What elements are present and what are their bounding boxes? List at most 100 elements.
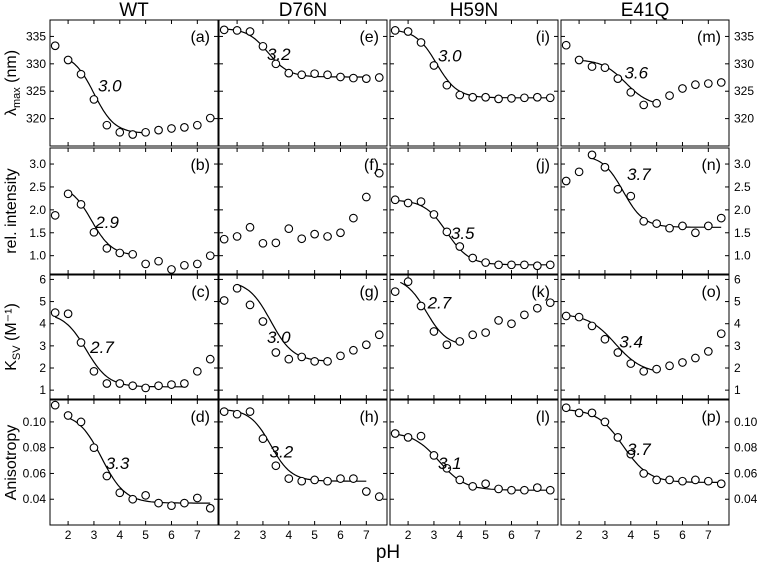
data-point	[89, 443, 99, 453]
y-axis-label-unit: (nm)	[3, 50, 20, 87]
data-point	[89, 366, 99, 376]
data-point	[245, 222, 255, 232]
data-point	[349, 213, 358, 223]
pka-annotation: 3.2	[267, 45, 291, 64]
x-tick-label: 2	[576, 528, 583, 542]
panel-f: (f)	[218, 147, 388, 275]
data-point	[192, 366, 202, 376]
x-tick-label: 4	[285, 528, 292, 542]
data-point	[429, 210, 439, 219]
panel-frame	[49, 399, 219, 526]
data-point	[703, 476, 713, 486]
data-point	[520, 260, 529, 270]
data-point	[626, 191, 636, 201]
data-point	[50, 211, 60, 220]
data-point	[600, 417, 610, 427]
data-point	[102, 120, 112, 130]
y-tick-label-right: 1.0	[734, 249, 751, 263]
y-tick-label: 4	[39, 317, 46, 331]
x-tick-label: 5	[311, 528, 318, 542]
x-tick-label: 5	[142, 528, 149, 542]
data-point	[76, 417, 86, 427]
panel-k: (k) 2.7	[389, 274, 559, 400]
data-point	[102, 471, 112, 481]
y-tick-label: 0.04	[23, 492, 47, 506]
panel-letter: (c)	[191, 284, 210, 301]
column-header: D76N	[279, 0, 328, 21]
y-tick-label: 320	[26, 112, 46, 126]
data-point	[613, 74, 623, 83]
data-point	[520, 310, 529, 320]
data-point	[403, 27, 413, 36]
x-tick-label: 2	[65, 528, 72, 542]
panel-c: 1 2 3 4 5 6 (c) 2.7	[39, 272, 219, 400]
data-point	[245, 27, 255, 36]
data-point	[271, 59, 281, 69]
data-point	[141, 491, 150, 500]
data-point	[323, 357, 332, 366]
data-point	[219, 407, 229, 416]
y-tick-label-right: 3.0	[734, 157, 751, 171]
y-tick-label-right: 325	[734, 84, 754, 98]
data-point	[587, 62, 597, 71]
data-point	[128, 130, 138, 139]
data-point	[639, 100, 649, 110]
fit-curve	[400, 281, 460, 344]
data-point	[154, 125, 163, 135]
data-point	[587, 321, 597, 331]
panel-frame	[560, 19, 730, 147]
data-point	[545, 93, 555, 103]
data-point	[284, 474, 294, 483]
panel-o: 1 2 3 4 5 6 (o) 3.4	[560, 272, 741, 400]
data-point	[416, 431, 426, 441]
panel-letter: (e)	[359, 29, 379, 46]
data-point	[703, 79, 713, 88]
panel-frame	[49, 147, 219, 275]
data-point	[665, 475, 674, 485]
y-tick-label-right: 3	[734, 339, 741, 353]
y-tick-label: 3.0	[29, 157, 46, 171]
panel-letter: (a)	[190, 29, 210, 46]
data-point	[115, 248, 125, 258]
data-point	[361, 340, 371, 350]
fit-curve	[54, 316, 185, 388]
data-point	[561, 176, 571, 186]
y-tick-label-right: 2	[734, 361, 741, 375]
data-point	[141, 383, 150, 393]
data-point	[587, 150, 597, 160]
column-header: WT	[119, 0, 149, 21]
panel-letter: (h)	[359, 409, 379, 426]
data-point	[390, 429, 400, 438]
pka-annotation: 3.7	[627, 165, 651, 184]
data-point	[349, 73, 358, 83]
data-point	[374, 168, 384, 178]
data-point	[361, 74, 371, 83]
data-point	[271, 348, 281, 357]
data-point	[63, 189, 73, 199]
panel-frame	[49, 19, 219, 147]
data-point	[297, 476, 307, 486]
data-point	[310, 357, 319, 366]
data-point	[336, 351, 345, 361]
data-point	[141, 127, 150, 137]
x-tick-label: 4	[627, 528, 634, 542]
panel-n: 1.0 1.5 2.0 2.5 3.0 (n) 3.7	[560, 147, 751, 275]
y-tick-label-right: 330	[734, 57, 754, 71]
y-axis-label-main: rel. intensity	[3, 168, 20, 253]
panel-letter: (p)	[701, 409, 721, 426]
data-point	[180, 123, 189, 132]
y-tick-label: 5	[39, 295, 46, 309]
data-point	[574, 312, 584, 322]
data-point	[50, 308, 60, 317]
data-point	[390, 26, 400, 35]
x-tick-label: 5	[653, 528, 660, 542]
panel-frame	[389, 274, 559, 400]
data-point	[349, 474, 358, 483]
y-tick-label: 2.5	[29, 180, 46, 194]
panel-frame	[218, 19, 388, 147]
y-tick-label-right: 2.5	[734, 180, 751, 194]
panel-letter: (o)	[701, 284, 721, 301]
data-point	[115, 127, 125, 137]
x-tick-label: 4	[116, 528, 123, 542]
panel-i: (i) 3.0	[389, 19, 559, 147]
